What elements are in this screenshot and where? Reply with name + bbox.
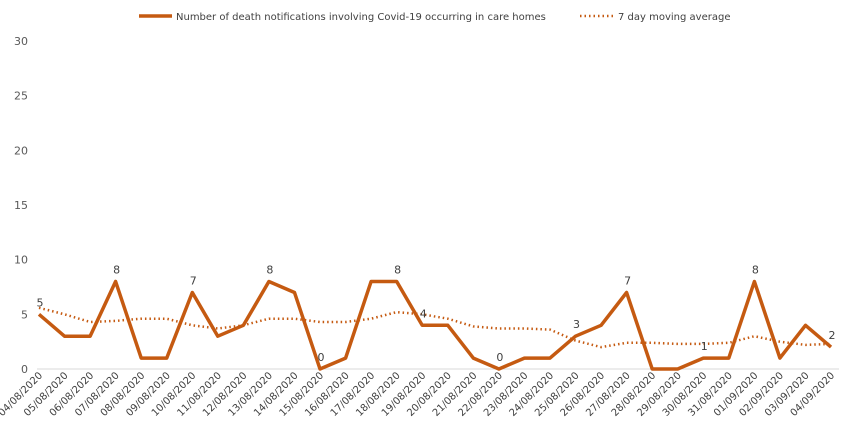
y-tick-label: 25	[14, 90, 28, 103]
y-tick-label: 30	[14, 35, 28, 48]
data-label: 8	[266, 264, 273, 277]
legend: Number of death notifications involving …	[139, 12, 730, 23]
y-tick-label: 15	[14, 199, 28, 212]
data-label: 0	[496, 351, 503, 364]
data-label: 8	[752, 264, 759, 277]
data-label: 5	[37, 296, 44, 309]
y-axis-ticks: 0 5 10 15 20 25 30	[14, 35, 28, 376]
y-tick-label: 0	[21, 363, 28, 376]
y-tick-label: 5	[21, 308, 28, 321]
legend-label-deaths: Number of death notifications involving …	[176, 12, 546, 23]
series-lines	[37, 279, 833, 371]
data-labels: 5 8 7 8 0 8 4 0 3 7 1 8 2	[37, 264, 836, 364]
series-line-moving-average	[38, 306, 832, 349]
data-label: 7	[624, 274, 631, 287]
y-tick-label: 20	[14, 144, 28, 157]
data-label: 1	[701, 340, 708, 353]
legend-label-average: 7 day moving average	[618, 12, 730, 23]
data-label: 8	[113, 264, 120, 277]
y-tick-label: 10	[14, 254, 28, 267]
data-label: 7	[190, 274, 197, 287]
data-label: 2	[829, 329, 836, 342]
data-label: 0	[318, 351, 325, 364]
x-axis-ticks: 04/08/202005/08/202006/08/202007/08/2020…	[0, 370, 837, 419]
series-line-deaths	[37, 279, 833, 371]
data-label: 8	[394, 264, 401, 277]
data-label: 3	[573, 318, 580, 331]
data-label: 4	[420, 307, 427, 320]
